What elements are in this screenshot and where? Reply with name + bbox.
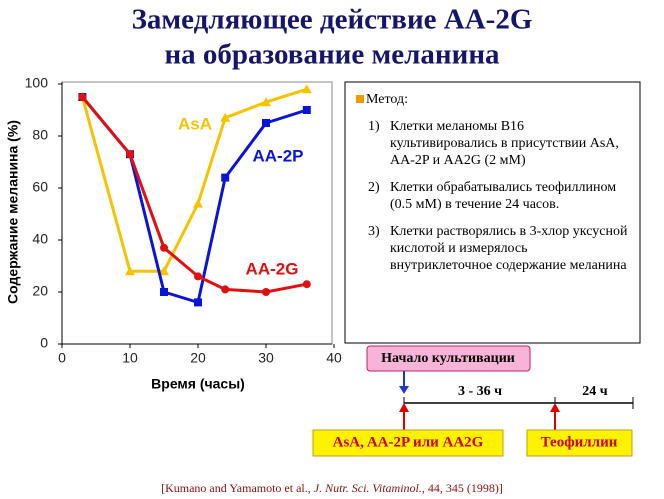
x-tick-label: 40 <box>326 350 342 366</box>
arrow-head <box>399 403 409 412</box>
arrow-head <box>399 386 409 394</box>
item-text: Клетки растворялись в 3-хлор уксусной ки… <box>390 224 628 273</box>
item-number: 3) <box>368 224 380 239</box>
bullet <box>356 95 364 103</box>
marker <box>193 198 203 208</box>
x-tick-label: 20 <box>190 350 206 366</box>
title-line: Замедляющее действие AA-2G <box>132 4 533 36</box>
y-tick-label: 80 <box>32 127 48 143</box>
marker <box>160 288 168 296</box>
marker <box>301 84 312 94</box>
y-tick-label: 60 <box>32 179 48 195</box>
citation-authors: [Kumano and Yamamoto et al., <box>161 481 311 495</box>
marker <box>262 288 270 296</box>
series-label: AA-2G <box>246 259 299 278</box>
agent-box <box>312 429 504 457</box>
marker <box>78 93 87 101</box>
marker <box>160 243 168 252</box>
series-label: AA-2P <box>252 146 303 165</box>
x-tick-label: 0 <box>58 350 66 366</box>
agent-box <box>526 429 633 457</box>
x-tick-label: 30 <box>258 350 274 366</box>
method-panel: Метод: 1) Клетки меланомы B16 культивиров… <box>346 83 639 342</box>
item-number: 1) <box>368 119 380 134</box>
y-tick-label: 100 <box>25 75 49 91</box>
marker <box>302 106 311 114</box>
citation-details: , 44, 345 (1998)] <box>421 481 503 495</box>
agent-label: AsA, AA-2P или AA2G <box>333 434 484 450</box>
method-item: 2) Клетки обрабатывались теофиллином (0.5… <box>368 179 629 213</box>
method-box <box>344 81 641 344</box>
period-label: 24 ч <box>582 384 608 399</box>
series-label: AsA <box>178 114 212 133</box>
item-text: Клетки обрабатывались теофиллином (0.5 м… <box>390 180 617 212</box>
agent-label: Теофиллин <box>541 434 618 450</box>
y-tick-label: 0 <box>40 335 48 351</box>
period-label: 3 - 36 ч <box>458 384 502 399</box>
method-heading-row: Метод: <box>356 91 629 108</box>
marker <box>194 272 202 281</box>
method-heading: Метод: <box>366 92 409 107</box>
y-tick-label: 40 <box>32 231 48 247</box>
marker <box>302 280 311 289</box>
citation: [Kumano and Yamamoto et al., J. Nutr. Sc… <box>0 481 664 496</box>
marker <box>159 266 169 276</box>
item-text: Клетки меланомы B16 культивировались в п… <box>390 119 619 168</box>
marker <box>221 173 230 182</box>
title-line: на образование меланина <box>164 39 500 71</box>
marker <box>126 150 134 159</box>
method-item: 1) Клетки меланомы B16 культивировались в… <box>368 118 629 169</box>
method-list: 1) Клетки меланомы B16 культивировались в… <box>356 118 629 274</box>
y-tick-label: 20 <box>32 283 48 299</box>
marker <box>221 285 230 294</box>
x-axis-label: Время (часы) <box>151 376 245 392</box>
method-item: 3) Клетки растворялись в 3-хлор уксусной … <box>368 223 629 274</box>
marker <box>194 298 202 307</box>
y-axis-label: Содержание меланина (%) <box>5 120 21 304</box>
start-label: Начало культивации <box>381 351 515 366</box>
marker <box>261 97 271 107</box>
item-number: 2) <box>368 180 380 195</box>
marker <box>125 266 135 276</box>
x-tick-label: 10 <box>122 350 138 366</box>
arrow-head <box>550 403 560 412</box>
marker <box>262 119 270 127</box>
citation-journal: J. Nutr. Sci. Vitaminol. <box>313 481 422 495</box>
start-box <box>366 345 531 372</box>
marker <box>220 112 231 122</box>
